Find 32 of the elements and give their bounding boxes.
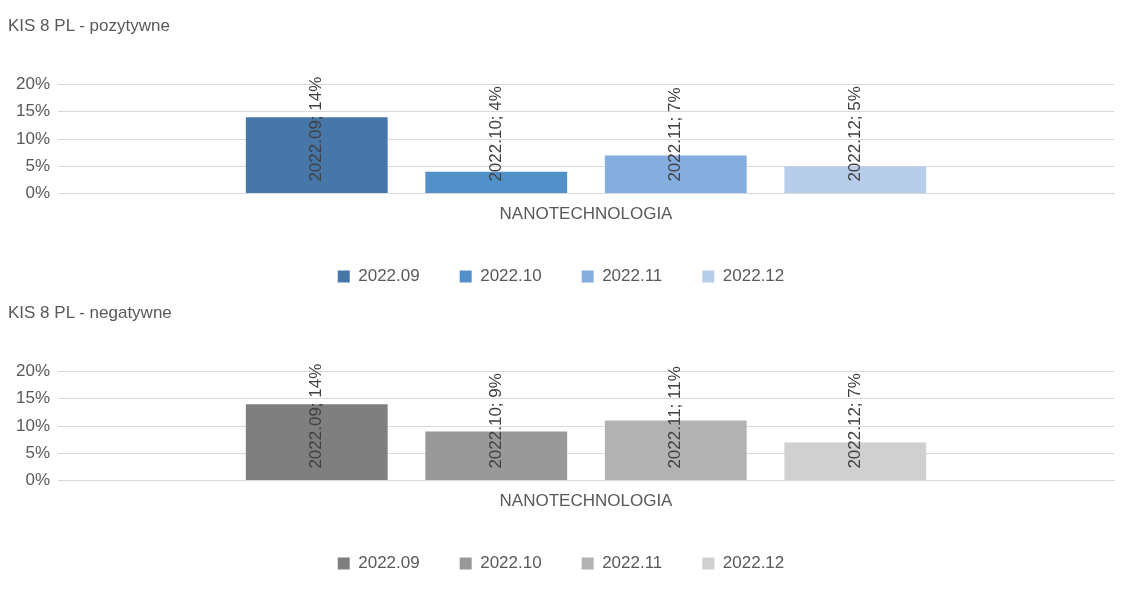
y-tick-label: 10% xyxy=(15,415,51,435)
legend-label: 2022.12 xyxy=(722,553,785,573)
data-label: 2022.12; 5% xyxy=(844,86,864,182)
data-label: 2022.09; 14% xyxy=(306,363,326,469)
x-tick-label: NANOTECHNOLOGIA xyxy=(499,491,674,511)
legend-label: 2022.09 xyxy=(358,266,420,286)
legend-label: 2022.10 xyxy=(480,266,542,286)
y-tick-label: 5% xyxy=(25,155,51,175)
y-tick-label: 20% xyxy=(15,74,51,94)
chart-title: KIS 8 PL - negatywne xyxy=(8,302,172,322)
chart-title: KIS 8 PL - pozytywne xyxy=(8,15,170,35)
data-label: 2022.12; 7% xyxy=(844,373,864,469)
y-tick-label: 0% xyxy=(25,470,51,490)
legend-label: 2022.12 xyxy=(722,266,785,286)
y-tick-label: 15% xyxy=(15,388,51,408)
bar xyxy=(245,117,388,194)
data-label: 2022.11; 11% xyxy=(665,366,685,469)
legend-label: 2022.11 xyxy=(602,553,663,573)
y-tick-label: 15% xyxy=(15,101,51,121)
x-tick-label: NANOTECHNOLOGIA xyxy=(499,204,674,224)
data-label: 2022.10; 9% xyxy=(485,373,505,469)
y-tick-label: 5% xyxy=(25,442,51,462)
data-label: 2022.10; 4% xyxy=(485,86,505,182)
legend-label: 2022.11 xyxy=(602,266,663,286)
legend-label: 2022.10 xyxy=(480,553,542,573)
y-tick-label: 20% xyxy=(15,361,51,381)
data-label: 2022.09; 14% xyxy=(306,76,326,182)
data-label: 2022.11; 7% xyxy=(665,87,685,182)
legend-label: 2022.09 xyxy=(358,553,420,573)
y-tick-label: 0% xyxy=(25,183,51,203)
y-tick-label: 10% xyxy=(15,128,51,148)
bar xyxy=(245,404,388,481)
